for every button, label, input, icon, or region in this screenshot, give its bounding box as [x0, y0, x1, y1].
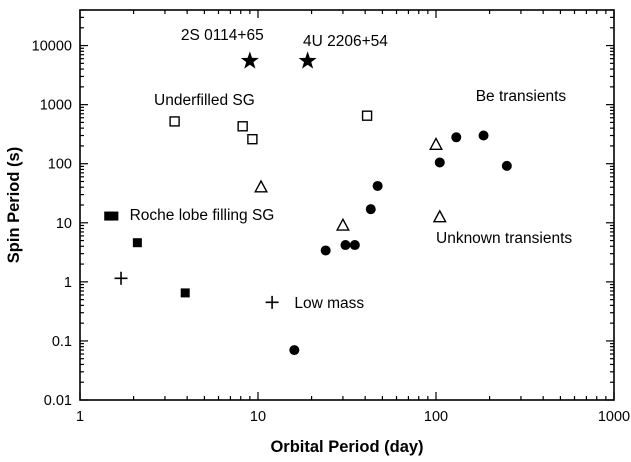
data-point-filled-circle: [365, 204, 376, 215]
data-point-filled-circle: [289, 345, 300, 356]
annotation-be-transients: Be transients: [476, 88, 567, 105]
data-point-filled-circle: [478, 130, 489, 141]
series-unknown-transients: [254, 136, 447, 231]
data-point-open-square: [361, 110, 373, 121]
series-named-supergiant-systems: [240, 51, 317, 69]
y-tick-label: 100: [48, 157, 72, 173]
x-tick-label: 10: [250, 409, 266, 425]
y-tick-label: 10000: [32, 39, 72, 55]
annotation-unknown-transients: Unknown transients: [436, 230, 572, 247]
data-point-open-triangle: [429, 136, 443, 150]
data-point-filled-circle: [349, 240, 360, 251]
annotation-roche-lobe-filling-sg: Roche lobe filling SG: [130, 207, 275, 224]
data-point-filled-circle: [451, 132, 462, 143]
data-point-open-triangle: [432, 209, 447, 223]
data-point-open-triangle: [254, 179, 269, 193]
data-point-filled-circle: [320, 245, 331, 256]
y-tick-label: 10: [56, 216, 72, 232]
y-tick-label: 0.01: [44, 393, 72, 409]
y-tick-label: 0.1: [52, 334, 72, 350]
data-point-open-triangle: [335, 217, 350, 231]
annotation-low-mass: Low mass: [294, 295, 364, 312]
y-tick-label: 1: [64, 275, 72, 291]
x-tick-label: 1: [76, 409, 84, 425]
x-tick-label: 100: [424, 409, 448, 425]
data-point-filled-star: [240, 51, 259, 69]
y-axis-title: Spin Period (s): [5, 147, 23, 263]
annotation-underfilled-sg: Underfilled SG: [154, 92, 255, 109]
data-point-filled-square: [104, 211, 114, 221]
data-point-filled-square: [109, 211, 119, 221]
x-axis-title: Orbital Period (day): [270, 438, 423, 456]
plot-frame: [79, 9, 615, 401]
x-tick-label: 1000: [598, 409, 630, 425]
data-point-filled-square: [180, 288, 190, 298]
data-point-filled-circle: [340, 240, 351, 251]
data-point-filled-star: [298, 51, 317, 69]
data-point-plus: [114, 271, 128, 285]
data-point-filled-circle: [501, 160, 512, 171]
annotation-4u-2206-54: 4U 2206+54: [303, 33, 388, 50]
series-roche-lobe-filling-sg: [104, 211, 190, 298]
data-point-filled-circle: [434, 157, 445, 168]
data-point-filled-square: [132, 238, 142, 248]
axis-ticks: [79, 9, 615, 401]
series-low-mass: [114, 271, 279, 309]
y-tick-label: 1000: [40, 98, 72, 114]
annotation-2s-0114-65: 2S 0114+65: [181, 27, 264, 44]
data-point-open-square: [237, 121, 248, 132]
data-point-filled-circle: [372, 180, 383, 191]
series-be-transients: [289, 130, 512, 356]
data-point-open-square: [169, 116, 180, 127]
series-underfilled-sg: [169, 110, 373, 145]
tick-labels: 1 10 100 1000 0.01 0.1 1 10 100 1000 10000: [32, 39, 630, 425]
data-point-open-square: [247, 133, 258, 145]
annotations: 2S 0114+65 4U 2206+54 Underfilled SG Be tra…: [130, 27, 573, 312]
data-point-plus: [265, 295, 279, 309]
